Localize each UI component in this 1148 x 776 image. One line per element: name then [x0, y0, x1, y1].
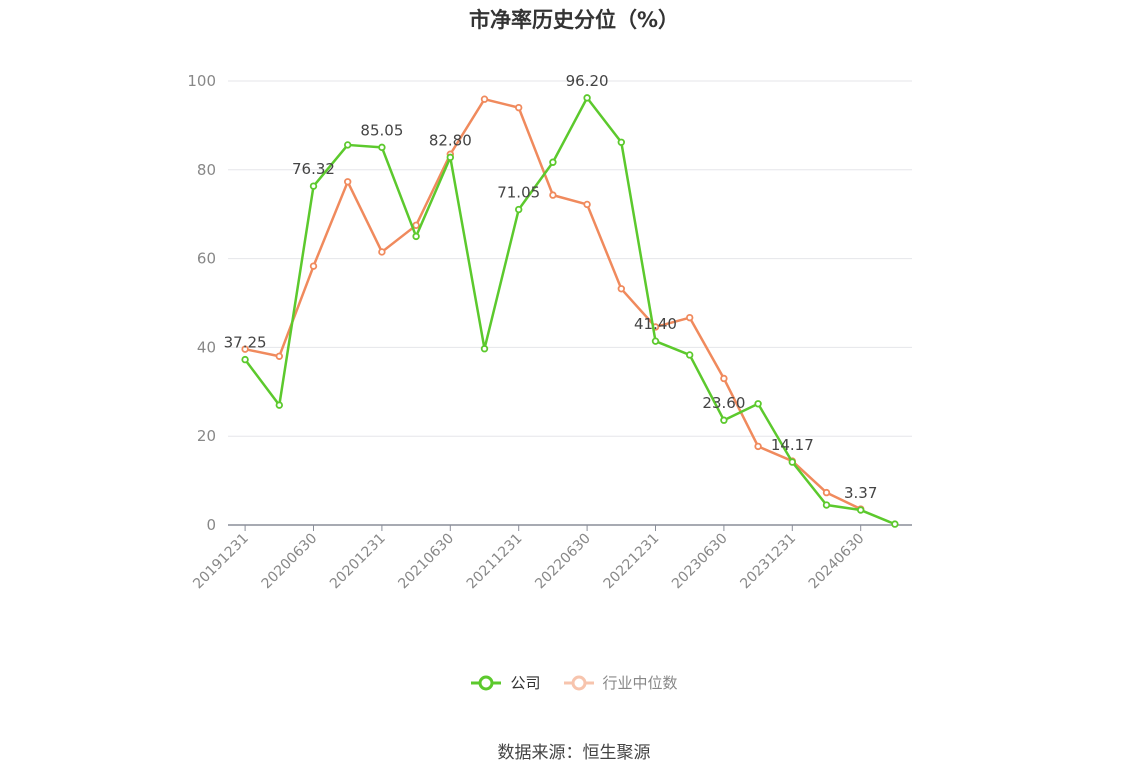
y-tick-label: 100	[187, 72, 216, 90]
x-axis: 20191231 20200630 20201231 20210630 20211231…	[190, 524, 912, 593]
series-group	[241, 94, 899, 528]
data-point	[344, 178, 352, 186]
data-label: 76.32	[292, 160, 335, 178]
x-tick-label: 20230630	[669, 531, 731, 593]
y-axis: 0 20 40 60 80 100	[187, 72, 216, 534]
y-tick-label: 60	[197, 250, 216, 268]
data-point	[412, 232, 420, 241]
data-point	[857, 506, 865, 514]
legend-industry-median-icon	[563, 675, 594, 690]
data-point	[617, 285, 625, 293]
data-point	[549, 158, 557, 166]
data-point	[480, 95, 489, 103]
legend-company-icon	[471, 675, 502, 690]
legend-item-company[interactable]: 公司	[470, 672, 541, 693]
data-label: 82.80	[429, 131, 472, 149]
data-point	[241, 345, 249, 353]
x-tick-label: 20221231	[601, 531, 663, 593]
data-point	[617, 138, 625, 146]
x-tick-label: 20211231	[464, 531, 526, 593]
data-point	[241, 355, 249, 364]
data-point	[788, 458, 796, 466]
data-point	[309, 182, 318, 190]
data-point	[344, 141, 352, 149]
x-tick-label: 20210630	[395, 531, 457, 593]
x-tick-label: 20231231	[737, 531, 799, 593]
data-label: 37.25	[224, 334, 267, 352]
data-label: 23.60	[702, 394, 745, 412]
data-point	[515, 103, 523, 112]
data-point	[754, 442, 762, 451]
legend-item-industry-median[interactable]: 行业中位数	[563, 672, 678, 693]
data-label: 41.40	[634, 315, 677, 333]
data-label: 96.20	[566, 72, 609, 90]
y-tick-label: 80	[197, 161, 216, 179]
data-point	[446, 153, 454, 162]
data-point	[275, 352, 283, 360]
data-point	[412, 221, 420, 229]
series-line-0	[244, 96, 896, 526]
data-point	[275, 401, 283, 409]
legend: 公司 行业中位数	[0, 672, 1148, 693]
data-point	[822, 488, 831, 497]
data-point	[720, 374, 728, 383]
data-point	[822, 501, 831, 509]
data-point	[686, 313, 694, 322]
data-labels: 37.25 76.32 85.05 82.80 71.05 96.20 41.40 23.60…	[224, 72, 878, 502]
y-tick-label: 20	[197, 427, 216, 445]
chart-title: 市净率历史分位（%）	[468, 8, 680, 32]
data-label: 85.05	[360, 121, 403, 139]
data-point	[686, 351, 694, 359]
x-tick-label: 20220630	[532, 531, 594, 593]
data-point	[754, 400, 762, 408]
data-point	[720, 416, 728, 424]
data-point	[583, 200, 591, 209]
legend-industry-median-label: 行业中位数	[602, 674, 678, 692]
data-point	[549, 191, 557, 199]
data-label: 71.05	[497, 184, 540, 202]
data-point	[378, 143, 386, 152]
x-tick-label: 20240630	[806, 531, 868, 593]
data-label: 3.37	[844, 484, 877, 502]
legend-company-label: 公司	[510, 674, 541, 692]
data-point	[378, 248, 386, 256]
data-point	[891, 520, 899, 528]
data-source: 数据来源：恒生聚源	[497, 743, 651, 763]
x-tick-label: 20191231	[190, 531, 252, 593]
data-label: 14.17	[771, 436, 814, 454]
y-tick-label: 40	[197, 338, 216, 356]
grid-lines	[228, 80, 912, 437]
data-point	[515, 205, 523, 214]
y-tick-label: 0	[206, 516, 216, 534]
data-point	[309, 262, 318, 270]
x-tick-label: 20200630	[259, 531, 321, 593]
data-point	[651, 337, 660, 345]
data-point	[480, 345, 489, 353]
data-point	[583, 94, 591, 102]
x-tick-label: 20201231	[327, 531, 389, 593]
